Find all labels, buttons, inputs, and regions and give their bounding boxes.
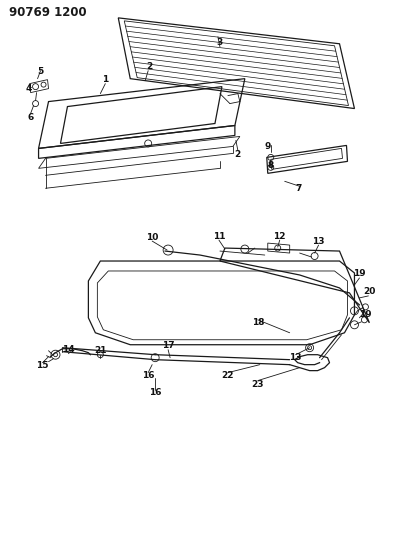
Text: 15: 15 — [36, 361, 49, 370]
Text: 12: 12 — [273, 232, 286, 240]
Text: 1: 1 — [102, 75, 109, 84]
Text: 5: 5 — [38, 67, 43, 76]
Text: 90769 1200: 90769 1200 — [9, 6, 86, 19]
Text: 19: 19 — [359, 310, 372, 319]
Text: 2: 2 — [235, 150, 241, 159]
Text: 21: 21 — [94, 346, 107, 355]
Text: 8: 8 — [268, 161, 274, 170]
Text: 19: 19 — [353, 270, 366, 278]
Text: 11: 11 — [213, 232, 225, 240]
Text: 3: 3 — [217, 38, 223, 47]
Text: 16: 16 — [142, 371, 154, 380]
Text: 13: 13 — [312, 237, 325, 246]
Text: 10: 10 — [146, 232, 158, 241]
Text: 7: 7 — [296, 184, 302, 193]
Text: 4: 4 — [26, 84, 32, 93]
Text: 2: 2 — [146, 62, 152, 71]
Text: 14: 14 — [62, 345, 75, 354]
Text: 9: 9 — [265, 142, 271, 151]
Text: 17: 17 — [162, 341, 174, 350]
Text: 22: 22 — [222, 371, 234, 380]
Text: 23: 23 — [251, 380, 264, 389]
Text: 18: 18 — [251, 318, 264, 327]
Text: 6: 6 — [28, 113, 34, 122]
Text: 20: 20 — [363, 287, 375, 296]
Text: 13: 13 — [289, 353, 302, 362]
Text: 16: 16 — [149, 388, 162, 397]
